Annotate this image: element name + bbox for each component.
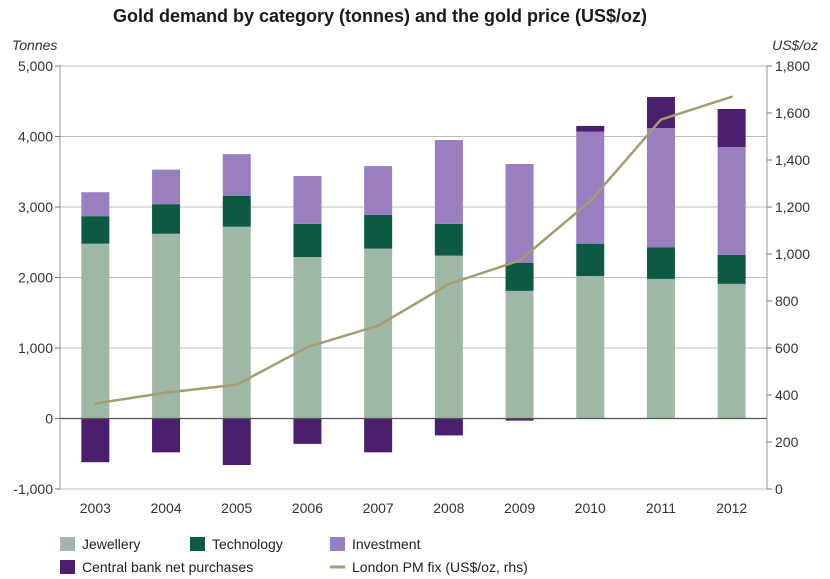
legend-label: Jewellery xyxy=(82,536,140,552)
bar-segment xyxy=(152,233,181,419)
bar-segment xyxy=(717,283,746,419)
price-point xyxy=(659,118,663,121)
price-point xyxy=(306,345,309,349)
bar-segment xyxy=(81,192,110,217)
bar-segment xyxy=(434,140,463,224)
bar-segment xyxy=(364,248,393,419)
y-tick-label: 2,000 xyxy=(18,270,53,286)
bar-segment xyxy=(576,243,605,277)
price-line-series xyxy=(94,95,733,405)
bar-segment xyxy=(152,418,181,453)
bar-series xyxy=(81,97,746,466)
bar-segment xyxy=(576,131,605,244)
price-point xyxy=(164,391,168,394)
bar-segment xyxy=(364,166,393,215)
x-tick-label: 2005 xyxy=(221,500,252,516)
bar-segment xyxy=(505,163,534,263)
price-point xyxy=(235,383,238,386)
y2-tick-label: 800 xyxy=(775,293,799,309)
y-tick-label: 3,000 xyxy=(18,199,53,215)
y2-tick-label: 600 xyxy=(775,340,799,356)
y2-tick-label: 200 xyxy=(775,434,799,450)
bar-segment xyxy=(576,125,605,132)
bar-segment xyxy=(293,257,322,419)
x-tick-label: 2010 xyxy=(575,500,606,516)
bar-segment xyxy=(81,243,110,419)
bar-segment xyxy=(717,147,746,255)
bar-segment xyxy=(364,214,393,249)
y-tick-label: 5,000 xyxy=(18,58,53,74)
x-tick-label: 2004 xyxy=(150,500,181,516)
bar-segment xyxy=(293,175,322,224)
legend-swatch xyxy=(190,537,205,551)
price-point xyxy=(447,282,451,286)
y-tick-label: -1,000 xyxy=(13,481,53,497)
bar-segment xyxy=(434,418,463,436)
x-tick-label: 2008 xyxy=(433,500,464,516)
bar-segment xyxy=(81,418,110,463)
bar-segment xyxy=(505,418,534,421)
y-axis-ticks: -1,000 0 1,000 2,000 3,000 4,000 5,000 xyxy=(13,58,60,497)
x-tick-label: 2012 xyxy=(716,500,747,516)
y-tick-label: 1,000 xyxy=(18,340,53,356)
price-point xyxy=(730,95,733,98)
bar-segment xyxy=(646,128,675,248)
price-line xyxy=(95,95,733,405)
price-point xyxy=(94,402,97,405)
x-tick-label: 2011 xyxy=(646,500,676,516)
bar-segment xyxy=(293,418,322,444)
y-axis-unit-label: Tonnes xyxy=(12,37,57,53)
legend: Jewellery Technology Investment Central ban… xyxy=(60,536,528,575)
bar-segment xyxy=(81,216,110,244)
chart-title: Gold demand by category (tonnes) and the… xyxy=(113,6,647,26)
legend-swatch xyxy=(60,560,75,574)
y-tick-label: 4,000 xyxy=(18,129,53,145)
bar-segment xyxy=(222,226,251,419)
y2-tick-label: 1,600 xyxy=(775,105,810,121)
y2-tick-label: 0 xyxy=(775,481,783,497)
y-tick-label: 0 xyxy=(45,411,53,427)
bar-segment xyxy=(576,276,605,419)
bar-segment xyxy=(646,247,675,279)
bar-segment xyxy=(222,154,251,196)
price-point xyxy=(518,259,521,262)
bar-segment xyxy=(293,223,322,258)
bar-segment xyxy=(152,169,181,205)
y2-tick-label: 1,000 xyxy=(775,246,810,262)
x-tick-label: 2007 xyxy=(363,500,394,516)
legend-label: Central bank net purchases xyxy=(82,559,253,575)
y2-tick-label: 1,800 xyxy=(775,58,810,74)
bar-segment xyxy=(222,418,251,466)
x-tick-label: 2009 xyxy=(504,500,535,516)
legend-swatch xyxy=(60,537,75,551)
y2-axis-unit-label: US$/oz xyxy=(772,37,818,53)
legend-label: Investment xyxy=(352,536,421,552)
legend-label: London PM fix (US$/oz, rhs) xyxy=(352,559,528,575)
bar-segment xyxy=(222,195,251,227)
bar-segment xyxy=(364,418,393,453)
x-tick-label: 2006 xyxy=(292,500,323,516)
bar-segment xyxy=(505,262,534,291)
x-axis-ticks: 2003 2004 2005 2006 2007 2008 2009 2010 2011 2012 xyxy=(80,500,748,516)
bar-segment xyxy=(152,204,181,234)
bar-segment xyxy=(717,109,746,148)
price-point xyxy=(589,199,592,203)
y2-tick-label: 1,400 xyxy=(775,152,810,168)
y2-axis-ticks: 0 200 400 600 800 1,000 1,200 1,400 1,600 1,800 xyxy=(767,58,810,497)
legend-label: Technology xyxy=(212,536,283,552)
price-point xyxy=(376,324,380,327)
x-tick-label: 2003 xyxy=(80,500,111,516)
bar-segment xyxy=(646,97,675,129)
bar-segment xyxy=(505,290,534,419)
bar-segment xyxy=(434,223,463,256)
bar-segment xyxy=(646,278,675,419)
bar-segment xyxy=(717,254,746,284)
y2-tick-label: 400 xyxy=(775,387,799,403)
y2-tick-label: 1,200 xyxy=(775,199,810,215)
legend-swatch xyxy=(330,537,345,551)
